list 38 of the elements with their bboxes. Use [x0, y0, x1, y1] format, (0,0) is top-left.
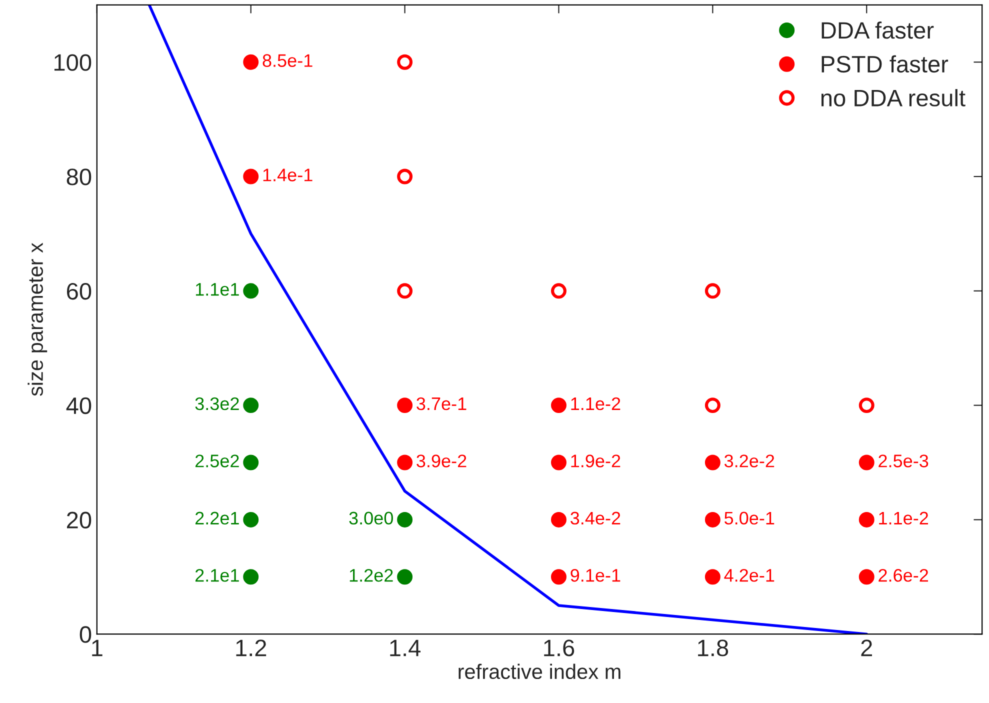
annotation: 3.7e-1 [416, 397, 466, 410]
annotation: 2.2e1 [195, 512, 239, 525]
annotation: 2.1e1 [195, 568, 239, 582]
annotation: 5.0e-1 [724, 512, 774, 525]
annotation: 2.6e-2 [878, 568, 928, 582]
x-tick-label: 1.8 [698, 640, 728, 656]
y-tick-label: 20 [66, 512, 92, 528]
annotation: 2.5e2 [195, 454, 239, 468]
annotation: 1.1e-2 [879, 512, 928, 525]
annotation: 3.4e-2 [570, 512, 620, 525]
annotation: 1.9e-2 [571, 454, 620, 468]
legend-label: no DDA result [821, 89, 966, 106]
annotation: 4.2e-1 [724, 568, 774, 582]
y-tick-label: 80 [66, 168, 92, 186]
annotation: 1.1e-2 [571, 397, 620, 410]
annotation: 1.1e1 [196, 283, 239, 296]
annotation: 3.3e2 [195, 397, 239, 410]
y-tick-label: 60 [67, 282, 92, 300]
y-axis-title: size parameter x [28, 242, 48, 396]
x-tick-label: 1 [92, 640, 102, 656]
annotation: 2.5e-3 [878, 454, 928, 468]
legend-label: DDA faster [822, 21, 934, 39]
x-tick-label: 1.4 [390, 640, 421, 656]
annotation: 1.4e-1 [263, 168, 312, 182]
x-axis-title: refractive index m [458, 664, 620, 680]
annotation: 3.9e-2 [416, 454, 466, 468]
annotation: 8.5e-1 [262, 54, 312, 67]
annotation: 9.1e-1 [570, 568, 620, 582]
annotation: 3.2e-2 [724, 454, 774, 468]
y-tick-label: 100 [54, 54, 92, 71]
annotation: 1.2e2 [350, 568, 393, 582]
legend-label: PSTD faster [822, 55, 948, 73]
x-tick-label: 1.2 [236, 640, 266, 656]
x-tick-label: 2 [861, 640, 872, 656]
annotation: 3.0e0 [349, 512, 393, 525]
x-tick-label: 1.6 [544, 640, 574, 656]
y-tick-label: 40 [66, 397, 92, 414]
y-tick-label: 0 [80, 626, 92, 643]
